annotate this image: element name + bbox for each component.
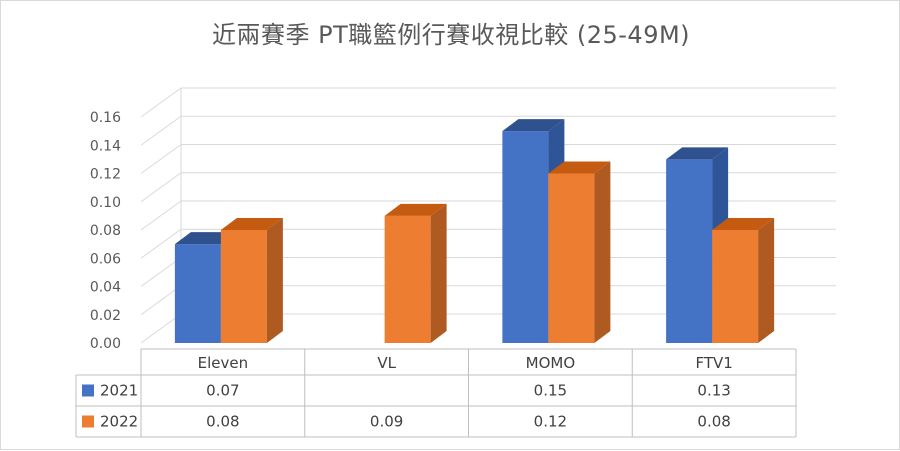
bar-2022-top (384, 203, 447, 216)
table-cell-value: 0.08 (697, 413, 730, 431)
bar-2022-side (594, 161, 611, 343)
y-tick-label: 0.02 (90, 308, 121, 324)
table-cell-value: 0.12 (534, 413, 567, 431)
bar-2022-side (266, 218, 283, 343)
y-tick-label: 0.16 (90, 110, 121, 126)
legend-label-2022: 2022 (100, 413, 138, 431)
bar-2022-side (758, 218, 775, 343)
bar-2022 (220, 230, 267, 343)
gridline-slant (140, 87, 182, 118)
table-cell-value: 0.13 (697, 382, 730, 400)
bar-2021 (502, 131, 549, 343)
gridline-slant (140, 228, 182, 259)
legend-swatch-2021 (82, 384, 94, 397)
legend-label-2021: 2021 (100, 382, 138, 400)
table-cell-value: 0.07 (206, 382, 239, 400)
bar-2021-top (666, 147, 729, 160)
bar-2022 (548, 173, 595, 343)
category-label: MOMO (526, 354, 576, 372)
y-tick-label: 0.12 (90, 167, 121, 183)
gridline-slant (140, 172, 182, 203)
table-cell-value: 0.08 (206, 413, 239, 431)
gridline-slant (140, 144, 182, 174)
gridline-slant (140, 257, 182, 287)
gridline-slant (140, 115, 182, 146)
bar-2022-top (220, 218, 283, 230)
table-cell-value: 0.15 (534, 382, 567, 400)
bar-2021-top (502, 119, 565, 132)
y-tick-label: 0.10 (90, 195, 121, 211)
y-tick-label: 0.04 (90, 280, 121, 296)
bar-2022 (712, 230, 759, 343)
bar-2021 (666, 159, 713, 343)
gridline-slant (140, 285, 182, 316)
bar-2022 (384, 215, 431, 343)
y-tick-label: 0.00 (90, 336, 121, 352)
table-cell-value: 0.09 (370, 413, 403, 431)
gridline-slant (140, 200, 182, 231)
bar-2022-top (548, 161, 611, 174)
category-label: FTV1 (695, 354, 732, 372)
category-label: Eleven (198, 354, 249, 372)
gridline-slant (140, 313, 182, 344)
chart-title: 近兩賽季 PT職籃例行賽收視比較 (25-49M) (211, 21, 691, 49)
y-tick-label: 0.06 (90, 251, 121, 267)
bar-2021 (174, 244, 221, 343)
bar-2022-side (430, 203, 447, 343)
bar-2022-top (712, 218, 775, 230)
y-tick-label: 0.08 (90, 223, 121, 239)
category-label: VL (377, 354, 396, 372)
legend-swatch-2022 (82, 415, 94, 428)
y-tick-label: 0.14 (90, 138, 121, 154)
